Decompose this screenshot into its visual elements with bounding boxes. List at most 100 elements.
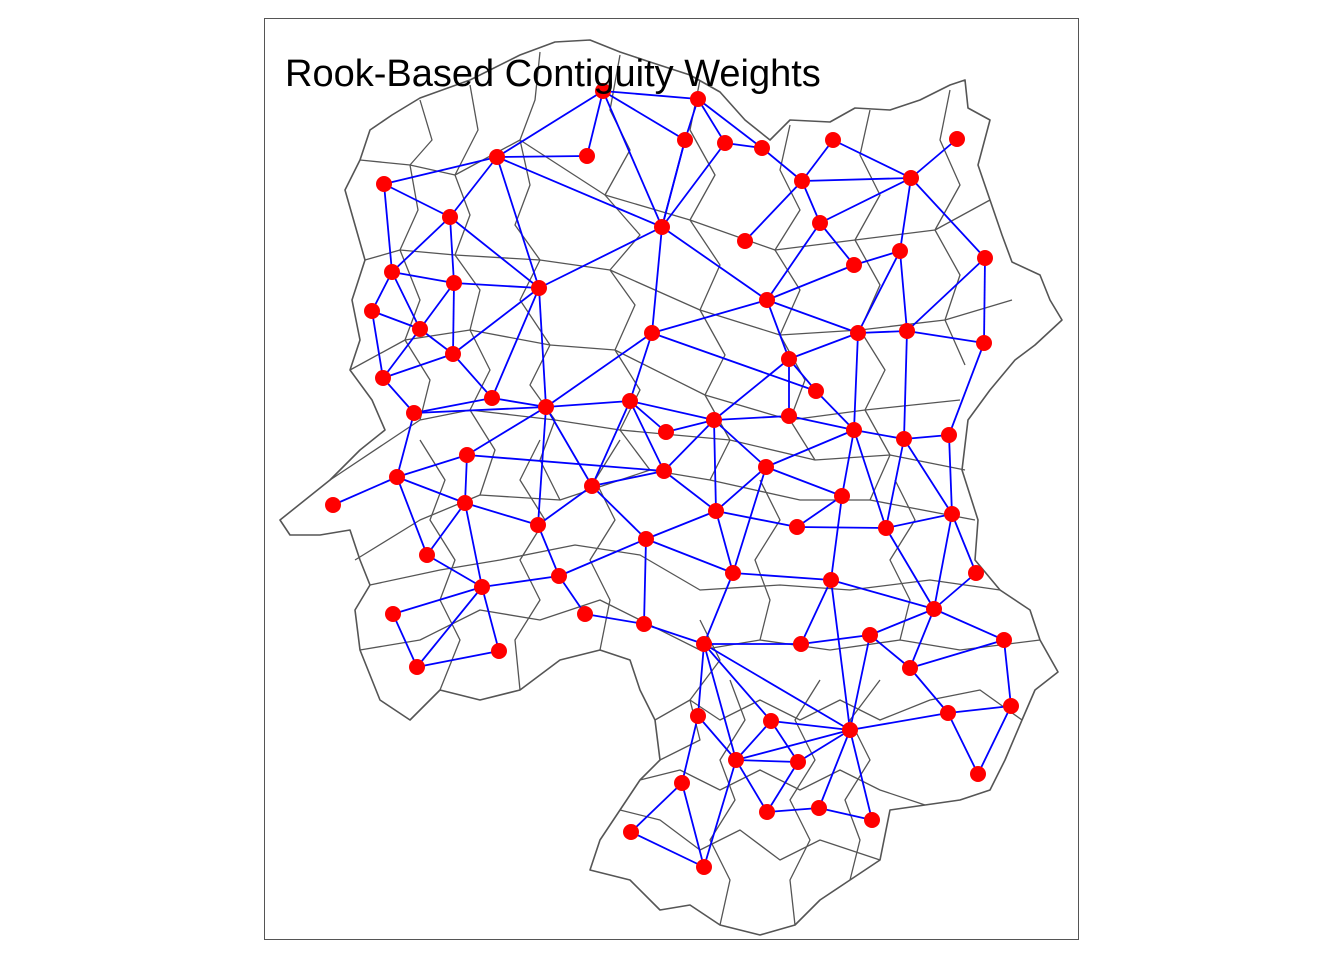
contiguity-link [819, 222, 855, 266]
contiguity-link [815, 390, 855, 431]
contiguity-link [538, 287, 547, 408]
contiguity-link [452, 353, 493, 399]
region-centroid-point [491, 643, 507, 659]
contiguity-link [645, 510, 717, 540]
contiguity-link [332, 476, 398, 506]
contiguity-link [715, 510, 798, 528]
region-centroid-point [538, 399, 554, 415]
region-centroid-point [708, 503, 724, 519]
region-centroid-point [926, 601, 942, 617]
contiguity-link [426, 502, 466, 556]
region-centroid-point [758, 459, 774, 475]
region-centroid-point [728, 752, 744, 768]
contiguity-link [466, 406, 547, 456]
contiguity-link [735, 720, 772, 761]
contiguity-link [545, 406, 593, 487]
contiguity-link [832, 139, 912, 179]
contiguity-link [586, 90, 604, 157]
region-centroid-point [725, 565, 741, 581]
contiguity-link [663, 419, 715, 472]
contiguity-link [681, 715, 699, 784]
contiguity-link [645, 538, 734, 574]
contiguity-link [796, 526, 887, 529]
contiguity-link [909, 667, 949, 714]
region-centroid-point [409, 659, 425, 675]
contiguity-link [382, 353, 454, 379]
region-centroid-point [977, 250, 993, 266]
contiguity-link [661, 142, 726, 228]
region-centroid-point [445, 346, 461, 362]
contiguity-link [906, 330, 985, 344]
contiguity-link [464, 454, 468, 504]
contiguity-link [426, 554, 483, 588]
contiguity-link [983, 257, 986, 344]
contiguity-link [899, 177, 912, 252]
region-centroid-point [941, 427, 957, 443]
contiguity-link [452, 287, 540, 355]
region-centroid-point [375, 370, 391, 386]
contiguity-link [537, 485, 593, 526]
contiguity-link [732, 466, 767, 574]
region-centroid-point [696, 859, 712, 875]
contiguity-link [703, 759, 737, 868]
contiguity-link [602, 90, 686, 141]
contiguity-link [857, 330, 908, 334]
contiguity-link [857, 250, 901, 334]
contiguity-link [391, 271, 455, 284]
region-centroid-point [754, 140, 770, 156]
contiguity-link [697, 98, 726, 144]
region-centroid-point [674, 775, 690, 791]
contiguity-link [885, 527, 935, 610]
contiguity-link [661, 139, 686, 228]
contiguity-link [391, 271, 421, 330]
region-centroid-point [690, 91, 706, 107]
contiguity-link [697, 715, 737, 761]
contiguity-link [392, 613, 418, 668]
contiguity-link [830, 495, 843, 581]
contiguity-link [841, 429, 855, 497]
region-centroid-point [850, 325, 866, 341]
region-centroid-point [325, 497, 341, 513]
contiguity-link [496, 90, 604, 158]
contiguity-link [910, 177, 986, 259]
region-centroid-point [896, 431, 912, 447]
contiguity-link [713, 415, 790, 421]
contiguity-link [703, 643, 772, 722]
region-centroid-point [656, 463, 672, 479]
contiguity-link [947, 705, 1012, 714]
contiguity-link [491, 397, 547, 408]
contiguity-link [703, 572, 734, 645]
contiguity-link [849, 634, 871, 731]
contiguity-link [681, 782, 705, 868]
contiguity-link [391, 216, 451, 273]
contiguity-link [396, 454, 468, 478]
region-centroid-point [442, 209, 458, 225]
region-centroid-point [903, 170, 919, 186]
region-centroid-point [737, 233, 753, 249]
region-centroid-point [759, 292, 775, 308]
contiguity-link [830, 579, 935, 610]
contiguity-link [558, 538, 647, 577]
contiguity-link [481, 575, 560, 588]
contiguity-link [849, 712, 949, 731]
contiguity-link [602, 90, 663, 228]
region-centroid-point [474, 579, 490, 595]
region-centroid-point [763, 713, 779, 729]
contiguity-link [885, 513, 953, 529]
contiguity-link [1003, 639, 1012, 707]
contiguity-link [766, 761, 799, 813]
contiguity-link [466, 454, 665, 472]
region-centroid-point [790, 754, 806, 770]
contiguity-link [537, 524, 560, 577]
contiguity-link [761, 147, 803, 182]
region-centroid-point [706, 412, 722, 428]
contiguity-link [909, 639, 1005, 669]
contiguity-link [766, 299, 859, 334]
contiguity-link [643, 623, 705, 645]
contiguity-link [396, 476, 466, 504]
contiguity-link [948, 434, 953, 515]
contiguity-link [464, 502, 539, 526]
contiguity-link [602, 90, 699, 100]
contiguity-link [933, 572, 977, 610]
